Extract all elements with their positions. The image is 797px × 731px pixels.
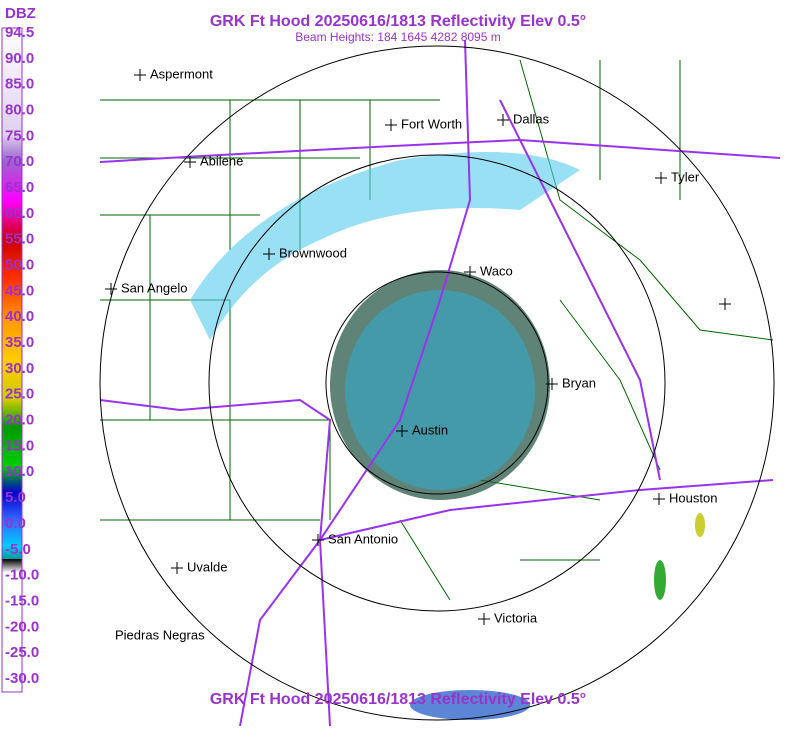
- city-label: Aspermont: [150, 66, 213, 81]
- city-marker: [385, 119, 397, 131]
- legend-label: 5.0: [5, 489, 26, 506]
- legend-label: 60.0: [5, 205, 34, 222]
- city-label: Tyler: [671, 169, 700, 184]
- city-label: San Antonio: [328, 531, 398, 546]
- city-marker: [184, 156, 196, 168]
- city-marker: [653, 493, 665, 505]
- legend-label: 80.0: [5, 101, 34, 118]
- city-label: Houston: [669, 490, 717, 505]
- city-label: Austin: [412, 422, 448, 437]
- city-marker: [655, 172, 667, 184]
- legend-labels: 94.5 90.0 85.0 80.0 75.0 70.0 65.0 60.0 55.0 50.0…: [5, 24, 39, 687]
- city-marker: [263, 248, 275, 260]
- legend-label: 85.0: [5, 76, 34, 93]
- legend-label: 94.5: [5, 24, 34, 41]
- map-lines: [100, 59, 774, 601]
- cities: Aspermont Fort Worth Dallas Abilene Tyler Bro…: [105, 66, 717, 642]
- legend-label: -30.0: [5, 670, 39, 687]
- legend-unit: DBZ: [5, 5, 36, 22]
- city-label: San Angelo: [121, 280, 188, 295]
- city-marker: [312, 534, 324, 546]
- legend-label: 50.0: [5, 257, 34, 274]
- legend-label: 70.0: [5, 153, 34, 170]
- city-marker: [134, 69, 146, 81]
- city-marker: [171, 562, 183, 574]
- legend-label: 90.0: [5, 50, 34, 67]
- legend-label: -15.0: [5, 592, 39, 609]
- city-marker: [105, 283, 117, 295]
- city-marker: [478, 613, 490, 625]
- city-marker: [497, 114, 509, 126]
- city-label: Piedras Negras: [115, 627, 205, 642]
- city-marker: [546, 378, 558, 390]
- city-label: Dallas: [513, 111, 550, 126]
- highways: [99, 39, 781, 727]
- legend-label: 30.0: [5, 360, 34, 377]
- legend-label: 0.0: [5, 515, 26, 532]
- legend-label: 25.0: [5, 386, 34, 403]
- legend-label: -20.0: [5, 618, 39, 635]
- city-marker: [719, 298, 731, 310]
- range-rings: [99, 45, 775, 721]
- color-scale: [1, 27, 23, 693]
- city-label: Brownwood: [279, 245, 347, 260]
- city-label: Abilene: [200, 153, 243, 168]
- city-label: Bryan: [562, 375, 596, 390]
- legend-label: 45.0: [5, 282, 34, 299]
- legend-label: 40.0: [5, 308, 34, 325]
- legend-label: 10.0: [5, 463, 34, 480]
- title: GRK Ft Hood 20250616/1813 Reflectivity E…: [210, 13, 586, 30]
- legend-label: 75.0: [5, 127, 34, 144]
- legend-label: 15.0: [5, 437, 34, 454]
- legend-label: 20.0: [5, 412, 34, 429]
- footer-title: GRK Ft Hood 20250616/1813 Reflectivity E…: [210, 691, 586, 708]
- city-label: Waco: [480, 263, 513, 278]
- subtitle: Beam Heights: 184 1645 4282 8095 m: [295, 30, 500, 44]
- city-label: Uvalde: [187, 559, 227, 574]
- legend-label: 35.0: [5, 334, 34, 351]
- legend-label: 55.0: [5, 231, 34, 248]
- legend-label: 65.0: [5, 179, 34, 196]
- city-label: Victoria: [494, 610, 538, 625]
- city-label: Fort Worth: [401, 116, 462, 131]
- legend-label: -10.0: [5, 567, 39, 584]
- city-marker: [464, 266, 476, 278]
- legend-label: -25.0: [5, 644, 39, 661]
- city-marker: [396, 425, 408, 437]
- legend-label: -5.0: [5, 541, 31, 558]
